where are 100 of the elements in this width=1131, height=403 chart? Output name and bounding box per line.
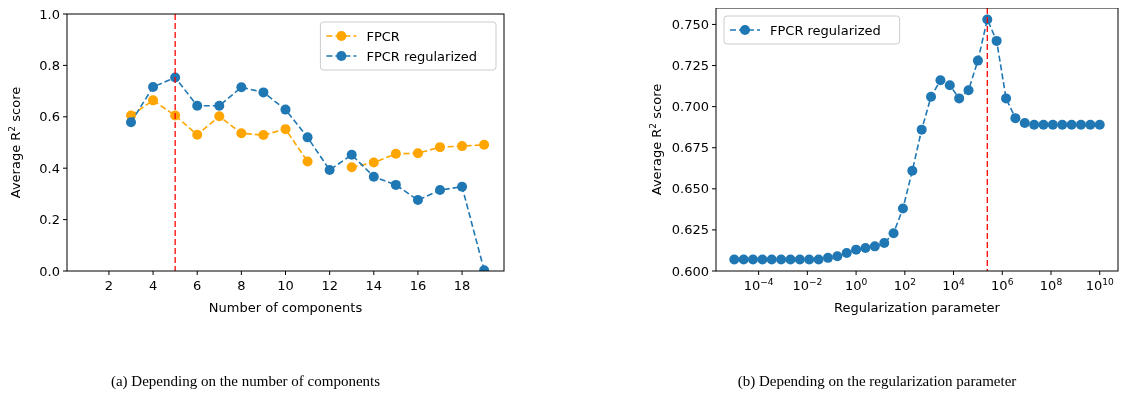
point xyxy=(258,130,269,141)
point xyxy=(982,14,993,25)
point xyxy=(1019,118,1030,129)
point xyxy=(368,171,379,182)
x-tick-label: 10$^{0}$ xyxy=(844,277,868,293)
point xyxy=(944,80,955,91)
point xyxy=(888,228,899,239)
point xyxy=(747,254,758,265)
point xyxy=(822,252,833,263)
x-tick-label: 2 xyxy=(104,278,114,293)
x-tick-label: 10$^{8}$ xyxy=(1039,277,1063,293)
point xyxy=(851,244,862,255)
y-tick-label: 0.725 xyxy=(671,58,709,74)
point xyxy=(479,139,490,150)
point xyxy=(236,128,247,139)
point xyxy=(1094,119,1105,130)
point xyxy=(972,55,983,66)
point xyxy=(302,156,313,167)
x-tick-label: 10$^{2}$ xyxy=(893,277,916,293)
point xyxy=(192,129,203,140)
y-tick-label: 1.0 xyxy=(39,6,60,22)
point xyxy=(324,165,335,175)
y-tick-label: 0.650 xyxy=(671,181,709,197)
point xyxy=(897,203,908,214)
x-axis-title: Regularization parameter xyxy=(834,300,1001,315)
text: (a) Depending on the number of components xyxy=(110,373,381,390)
point xyxy=(785,254,796,265)
text: (b) Depending on the regularization parameter xyxy=(737,373,1017,390)
x-tick-label: 6 xyxy=(193,278,202,293)
point xyxy=(148,82,159,92)
point xyxy=(412,195,423,206)
point xyxy=(907,165,918,176)
point xyxy=(1085,119,1096,130)
point xyxy=(148,95,159,106)
point xyxy=(1010,113,1021,124)
point xyxy=(1066,119,1077,130)
y-tick-label: 0.675 xyxy=(671,140,709,156)
y-tick-label: 0.625 xyxy=(671,222,709,238)
x-tick-label: 10$^{−2}$ xyxy=(792,277,823,293)
y-tick-label: 0.750 xyxy=(671,16,709,32)
point xyxy=(879,238,890,249)
point xyxy=(368,157,379,168)
point xyxy=(813,254,824,265)
point xyxy=(390,148,401,159)
x-tick-label: 10$^{−4}$ xyxy=(743,277,774,293)
point xyxy=(860,243,871,253)
y-tick-label: 0.600 xyxy=(671,263,709,279)
point xyxy=(916,124,927,135)
x-tick-label: 4 xyxy=(148,278,158,293)
point xyxy=(346,149,357,160)
point xyxy=(841,247,852,258)
x-tick-label: 12 xyxy=(321,278,338,293)
y-tick-label: 0.0 xyxy=(39,263,60,279)
x-tick-label: 14 xyxy=(365,278,383,293)
point xyxy=(346,162,357,173)
point xyxy=(457,181,468,192)
point xyxy=(1029,119,1040,130)
legend-label: FPCR regularized xyxy=(770,22,881,38)
point xyxy=(738,254,749,265)
y-tick-label: 0.4 xyxy=(39,160,60,176)
point xyxy=(412,148,423,159)
point xyxy=(1001,93,1012,104)
point xyxy=(729,254,740,265)
x-tick-label: 10$^{10}$ xyxy=(1085,277,1114,293)
point xyxy=(926,91,937,102)
legend-label: FPCR regularized xyxy=(366,48,478,64)
x-tick-label: 16 xyxy=(409,278,427,293)
point xyxy=(1047,119,1058,130)
legend-label: FPCR xyxy=(366,28,400,44)
point xyxy=(794,254,805,265)
point xyxy=(192,100,203,111)
point xyxy=(214,100,225,111)
x-axis-title: Number of components xyxy=(208,300,363,315)
y-tick-label: 0.6 xyxy=(39,109,60,125)
point xyxy=(991,35,1002,46)
x-tick-label: 8 xyxy=(237,278,246,293)
point xyxy=(457,141,468,152)
point xyxy=(390,179,401,190)
point xyxy=(126,117,137,128)
point xyxy=(804,254,815,265)
point xyxy=(1075,119,1086,130)
y-tick-label: 0.2 xyxy=(39,212,60,228)
point xyxy=(434,185,445,196)
point xyxy=(869,241,880,252)
point xyxy=(280,104,291,115)
x-tick-label: 10 xyxy=(277,278,294,293)
point xyxy=(236,82,247,93)
point xyxy=(258,87,269,98)
point xyxy=(214,111,225,122)
x-tick-label: 10$^{4}$ xyxy=(942,277,965,293)
point xyxy=(1057,119,1068,130)
point xyxy=(766,254,777,265)
point xyxy=(935,75,946,86)
y-tick-label: 0.8 xyxy=(39,57,60,73)
point xyxy=(757,254,768,265)
point xyxy=(963,85,974,96)
x-tick-label: 10$^{6}$ xyxy=(991,277,1014,293)
point xyxy=(1038,119,1049,130)
point xyxy=(832,251,843,262)
x-tick-label: 18 xyxy=(453,278,471,293)
